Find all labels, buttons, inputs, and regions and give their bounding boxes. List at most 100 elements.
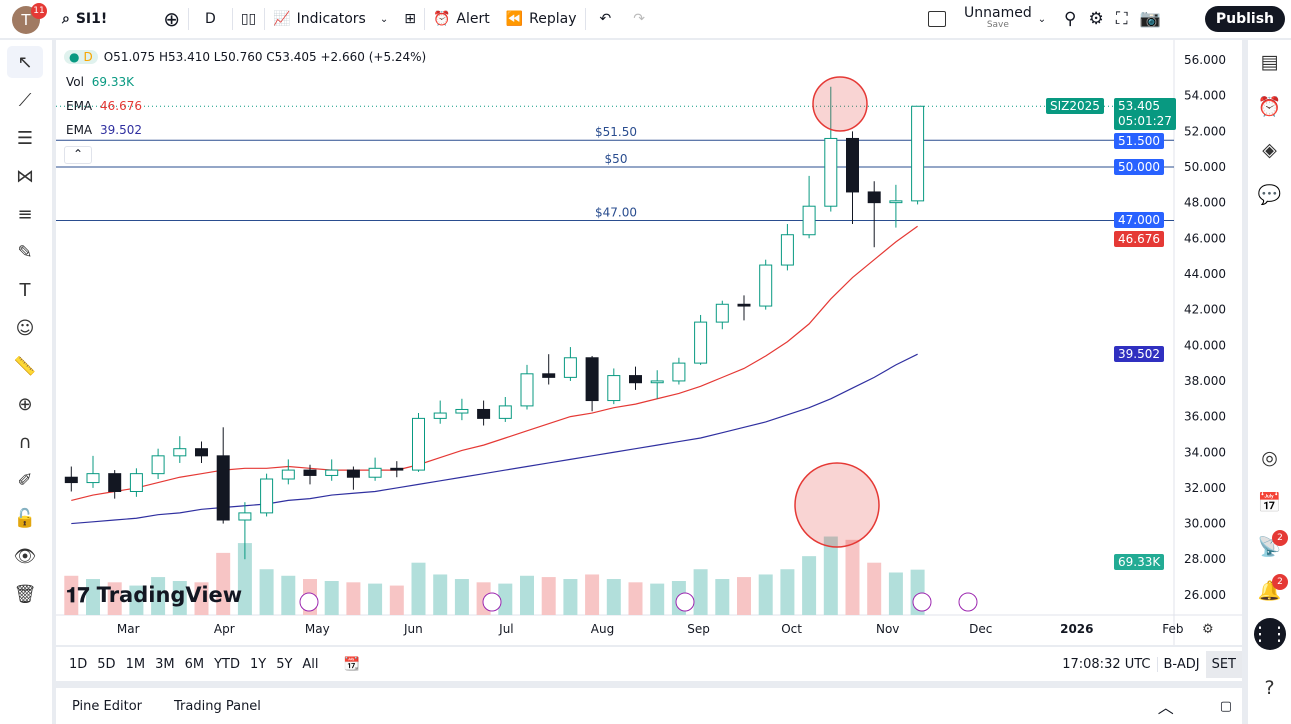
volume-bar — [693, 569, 708, 615]
candle-body — [173, 448, 187, 457]
volume-bar — [86, 579, 100, 615]
y-tick-label: 30.000 — [1184, 517, 1226, 531]
hline-price-tag: 47.000 — [1114, 212, 1164, 228]
layers-icon[interactable]: ◈ — [1262, 139, 1277, 161]
indicators-button[interactable]: 📈 Indicators ⌄ — [265, 0, 396, 38]
candle-body — [477, 408, 491, 419]
brush-icon[interactable]: ✎ — [17, 241, 33, 263]
cursor-icon[interactable]: ↖ — [7, 46, 43, 78]
fib-icon[interactable]: ≡ — [17, 203, 33, 225]
chart-pane[interactable]: 26.000 28.000 30.000 32.000 34.000 36.000 38.0… — [56, 40, 1242, 645]
volume-bar — [433, 574, 448, 615]
range-ytd[interactable]: YTD — [214, 656, 240, 672]
volume-legend[interactable]: Vol 69.33K — [66, 75, 134, 89]
candle-body — [563, 357, 577, 378]
publish-button[interactable]: Publish — [1204, 6, 1285, 32]
bell-icon[interactable]: 🔔 2 — [1248, 568, 1291, 612]
ruler-icon[interactable]: 📏 — [13, 355, 37, 377]
settings-icon[interactable]: ⚙ — [1088, 9, 1104, 29]
horizontal-lines-icon[interactable]: ☰ — [16, 127, 34, 149]
calendar-icon[interactable]: 📅 — [1257, 491, 1282, 514]
candle-body — [780, 234, 794, 266]
hline-price-tag: 50.000 — [1114, 159, 1164, 175]
range-1y[interactable]: 1Y — [249, 656, 267, 672]
range-1d[interactable]: 1D — [69, 656, 88, 672]
clock-time[interactable]: 17:08:32 UTC — [1062, 656, 1151, 672]
volume-bar — [281, 575, 296, 615]
chevron-down-icon: ⌄ — [379, 13, 389, 25]
range-bar: 1D 5D 1M 3M 6M YTD 1Y 5Y All 📆 17:08:32 UTC B-AD… — [56, 647, 1242, 681]
apps-grid-icon[interactable]: ⋮⋮ — [1248, 612, 1291, 656]
eye-icon[interactable]: 👁 — [13, 545, 37, 567]
session-button[interactable]: SET — [1205, 650, 1242, 678]
undo-icon: ↶ — [599, 11, 612, 27]
volume-bar — [650, 583, 665, 615]
replay-label: Replay — [529, 11, 577, 27]
layouts-button[interactable]: ⊞ — [396, 0, 424, 38]
target-icon[interactable]: ◎ — [1261, 447, 1278, 469]
x-tick-label: Aug — [591, 622, 614, 636]
replay-button[interactable]: ⏪ Replay — [498, 0, 585, 38]
range-5d[interactable]: 5D — [97, 656, 116, 672]
trend-line-icon[interactable]: ⟋ — [18, 89, 32, 111]
chevron-up-icon[interactable]: ︿ — [1157, 698, 1174, 717]
maximize-icon[interactable]: ▢ — [1219, 698, 1232, 714]
symbol-search[interactable]: ⌕ SI1! — [54, 0, 115, 38]
range-6m[interactable]: 6M — [184, 656, 205, 672]
ema-legend-1[interactable]: EMA 46.676 — [66, 99, 142, 113]
watchlist-icon[interactable]: ▤ — [1260, 51, 1279, 73]
volume-bar — [194, 582, 209, 615]
price-chart[interactable]: 26.000 28.000 30.000 32.000 34.000 36.000 38.0… — [56, 40, 1242, 645]
fullscreen-icon[interactable]: ⛶ — [1115, 9, 1128, 29]
range-1m[interactable]: 1M — [125, 656, 146, 672]
pattern-icon[interactable]: ⋈ — [16, 165, 34, 187]
collapse-legend-button[interactable]: ⌃ — [64, 146, 92, 164]
lock-pencil-icon[interactable]: ✐ — [17, 469, 33, 491]
candle-body — [650, 380, 664, 384]
time-axis-settings-icon: ⚙ — [1202, 622, 1214, 637]
trading-panel-tab[interactable]: Trading Panel — [174, 698, 261, 714]
alert-button[interactable]: ⏰ Alert — [425, 0, 498, 38]
redo-button[interactable]: ↷ — [625, 0, 653, 38]
logo-text: TradingView — [96, 583, 243, 607]
range-3m[interactable]: 3M — [155, 656, 175, 672]
pine-editor-tab[interactable]: Pine Editor — [72, 698, 143, 714]
help-icon[interactable]: ? — [1264, 677, 1275, 699]
compare-symbol-button[interactable]: ⊕ — [155, 0, 188, 38]
drawing-toolbar: ↖ ⟋ ☰ ⋈ ≡ ✎ T ☺ 📏 ⊕ ∩ ✐ 🔓 👁 🗑 — [0, 40, 52, 724]
chat-icon[interactable]: 💬 — [1257, 183, 1282, 206]
range-5y[interactable]: 5Y — [276, 656, 293, 672]
quick-search-icon[interactable]: ⚲ — [1064, 9, 1077, 29]
right-sidebar: ▤ ⏰ ◈ 💬 ◎ 📅 📡 2 🔔 2 ⋮⋮ ? — [1248, 40, 1291, 724]
candle-body — [390, 467, 404, 471]
notification-badge: 11 — [31, 3, 47, 19]
symbol-price-tag: SIZ2025 — [1046, 98, 1104, 114]
ema1-label: EMA — [66, 99, 93, 113]
chart-type-button[interactable]: ▯▯ — [233, 0, 264, 38]
volume-bar — [107, 582, 122, 615]
alerts-clock-icon[interactable]: ⏰ — [1257, 95, 1282, 118]
lock-icon[interactable]: 🔓 — [13, 507, 37, 529]
ema-legend-2[interactable]: EMA 39.502 — [66, 123, 142, 137]
range-all[interactable]: All — [302, 656, 319, 672]
hline-label: $47.00 — [595, 205, 637, 219]
text-icon[interactable]: T — [19, 279, 31, 301]
candle-body — [498, 405, 512, 419]
ema50-line — [71, 225, 918, 501]
volume-bar — [563, 579, 578, 615]
undo-button[interactable]: ↶ — [586, 0, 626, 38]
ema200-price-tag: 39.502 — [1114, 346, 1164, 362]
magnet-icon[interactable]: ∩ — [18, 431, 32, 453]
back-adjust-button[interactable]: B-ADJ — [1156, 656, 1206, 672]
tv-logo-icon: 𝟏𝟕 — [66, 583, 90, 607]
ideas-stream-icon[interactable]: 📡 2 — [1248, 524, 1291, 568]
layout-name-button[interactable]: Unnamed Save ⌄ — [920, 0, 1054, 38]
interval-button[interactable]: D — [205, 11, 216, 27]
emoji-icon[interactable]: ☺ — [15, 317, 35, 339]
y-tick-label: 34.000 — [1184, 445, 1226, 459]
volume-bar — [823, 536, 838, 615]
zoom-in-icon[interactable]: ⊕ — [17, 393, 33, 415]
trash-icon[interactable]: 🗑 — [13, 583, 37, 605]
camera-icon[interactable]: 📷 — [1139, 9, 1161, 29]
date-range-icon[interactable]: 📆 — [343, 656, 360, 672]
